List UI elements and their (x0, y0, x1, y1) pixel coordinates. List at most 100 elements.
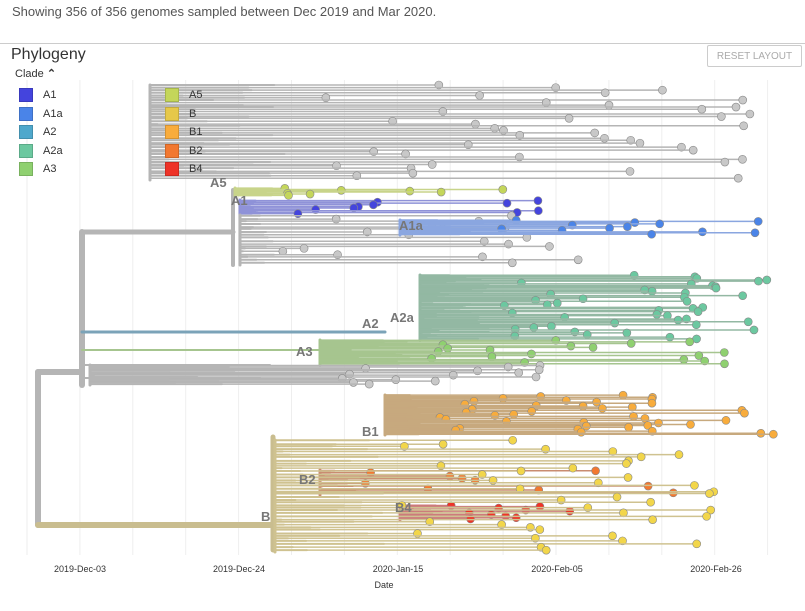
tip-node (552, 298, 562, 308)
tip-node (702, 512, 711, 521)
legend-item-a2[interactable]: A2 (19, 125, 56, 139)
legend-item-a5[interactable]: A5 (165, 88, 202, 102)
clade-label-b: B (261, 509, 270, 524)
tip-node (636, 452, 646, 462)
tip-node (534, 365, 544, 375)
tip-node (623, 222, 632, 231)
tip-node (745, 109, 755, 119)
tip-node (498, 185, 508, 194)
tip-node (508, 435, 517, 445)
tip-node (647, 229, 656, 239)
tip-node (608, 531, 617, 541)
tip-node (626, 339, 636, 348)
legend-item-b[interactable]: B (165, 106, 196, 121)
tip-node (573, 255, 583, 265)
legend-item-a1a[interactable]: A1a (19, 106, 63, 121)
legend-toggle[interactable]: Clade ⌃ (15, 67, 56, 80)
legend-title: Clade (15, 68, 44, 80)
tip-node (401, 149, 410, 159)
legend-item-a3[interactable]: A3 (19, 162, 56, 176)
tip-node (647, 286, 657, 296)
legend-swatch (165, 162, 179, 176)
tip-node (566, 341, 576, 351)
legend-item-b1[interactable]: B1 (165, 125, 202, 139)
tip-node (688, 145, 698, 155)
tip-node (646, 497, 655, 507)
tip-node (503, 362, 513, 372)
tip-node (697, 104, 707, 114)
legend-swatch (165, 88, 179, 102)
tip-node (541, 545, 551, 555)
tip-node (622, 328, 632, 338)
tip-node (605, 223, 614, 233)
tip-node (739, 121, 748, 131)
tip-node (478, 252, 487, 262)
tip-node (720, 348, 729, 357)
tip-node (471, 119, 480, 129)
tip-node (425, 517, 435, 527)
legend-swatch (19, 106, 33, 121)
legend-item-b4[interactable]: B4 (165, 162, 202, 176)
reset-layout-button[interactable]: RESET LAYOUT (707, 45, 802, 67)
tip-node (345, 369, 354, 379)
legend-item-b2[interactable]: B2 (165, 143, 202, 158)
clade-label-a2: A2 (362, 316, 379, 331)
tip-node (576, 427, 586, 437)
clade-label-b1: B1 (362, 424, 379, 439)
tip-node (700, 356, 710, 366)
tip-node (293, 209, 303, 218)
legend-item-a1[interactable]: A1 (19, 88, 56, 102)
tip-node (762, 275, 772, 285)
tip-node (438, 439, 448, 449)
legend-label: A2 (43, 126, 57, 138)
tip-node (682, 314, 691, 324)
chevron-up-icon: ⌃ (46, 68, 57, 80)
tip-node (305, 189, 315, 199)
tip-node (443, 344, 453, 353)
tip-node (654, 418, 663, 428)
legend-item-a2a[interactable]: A2a (19, 143, 63, 158)
legend-swatch (165, 106, 179, 121)
tip-node (508, 258, 517, 268)
tip-node (652, 310, 662, 319)
tip-node (685, 337, 695, 347)
tip-node (750, 228, 760, 238)
tip-node (591, 466, 600, 476)
tip-node (628, 402, 637, 412)
tip-node (479, 236, 489, 246)
axis-tick-label: 2019-Dec-24 (213, 564, 265, 574)
tip-node (624, 422, 633, 432)
tip-node (655, 219, 664, 229)
tip-node (516, 466, 526, 476)
axis-tick-label: 2020-Jan-15 (373, 564, 424, 574)
tip-node (473, 366, 482, 376)
tip-node (658, 85, 667, 95)
tip-node (400, 441, 409, 451)
tip-node (679, 355, 689, 364)
tip-node (618, 536, 627, 546)
tip-node (756, 429, 766, 438)
tip-node (405, 186, 415, 196)
tip-node (545, 242, 554, 251)
clade-label-b2: B2 (299, 472, 316, 487)
tip-node (535, 525, 545, 534)
tip-node (477, 470, 487, 479)
tip-node (692, 320, 701, 330)
tip-node (502, 198, 512, 208)
tip-node (408, 168, 418, 178)
tip-node (625, 167, 635, 176)
tip-node (619, 508, 628, 518)
tip-node (610, 318, 620, 328)
tip-node (564, 114, 574, 123)
tip-node (740, 408, 749, 418)
legend-swatch (165, 125, 179, 139)
clade-label-a1: A1 (231, 193, 248, 208)
tip-node (705, 489, 714, 498)
tip-node (693, 307, 703, 316)
tip-node (733, 173, 743, 183)
tip-node (299, 244, 309, 253)
axis-tick-label: 2020-Feb-26 (690, 564, 742, 574)
tip-node (711, 283, 721, 293)
tip-node (686, 420, 695, 429)
